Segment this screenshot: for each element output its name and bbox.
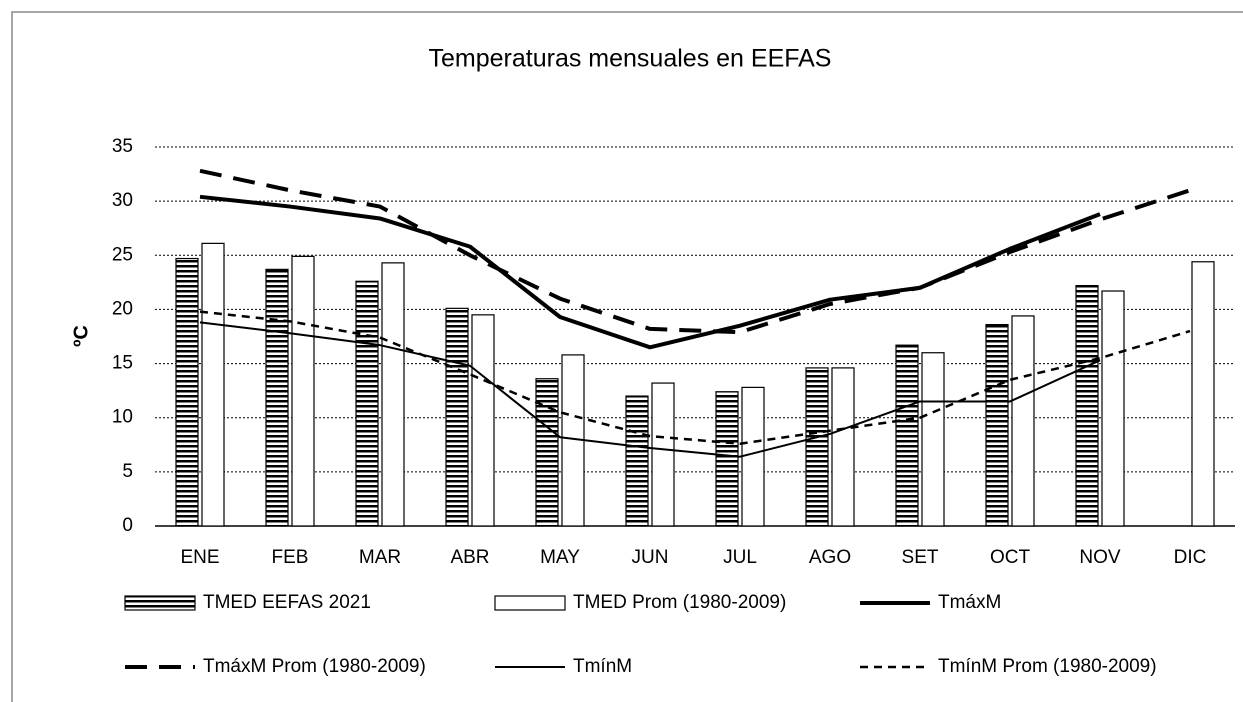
chart-title: Temperaturas mensuales en EEFAS bbox=[429, 45, 832, 73]
legend-swatch bbox=[494, 595, 566, 611]
bar bbox=[921, 352, 945, 527]
legend-label: TmínM bbox=[573, 656, 632, 677]
legend-label: TMED EEFAS 2021 bbox=[203, 592, 371, 613]
y-tick-label: 0 bbox=[122, 515, 133, 536]
bar bbox=[1101, 290, 1125, 527]
bar bbox=[715, 391, 739, 527]
legend-label: TMED Prom (1980-2009) bbox=[573, 592, 786, 613]
bar bbox=[265, 268, 289, 527]
y-tick-label: 25 bbox=[112, 244, 133, 265]
bar bbox=[625, 395, 649, 527]
bar bbox=[445, 307, 469, 527]
x-tick-label: NOV bbox=[1079, 547, 1121, 568]
legend-swatch bbox=[124, 595, 196, 611]
x-tick-label: SET bbox=[902, 547, 939, 568]
bar bbox=[741, 386, 765, 527]
x-tick-label: OCT bbox=[990, 547, 1031, 568]
legend-label: TmáxM Prom (1980-2009) bbox=[203, 656, 426, 677]
chart-frame bbox=[11, 11, 1243, 702]
y-tick-label: 30 bbox=[112, 190, 133, 211]
x-tick-label: ENE bbox=[180, 547, 219, 568]
x-tick-label: JUN bbox=[632, 547, 669, 568]
bar bbox=[831, 367, 855, 527]
bar bbox=[381, 262, 405, 527]
x-tick-label: AGO bbox=[809, 547, 851, 568]
bar bbox=[291, 255, 315, 527]
y-tick-label: 5 bbox=[122, 461, 133, 482]
line-series bbox=[199, 194, 1101, 350]
bar bbox=[805, 367, 829, 527]
y-tick-label: 15 bbox=[112, 353, 133, 374]
bar bbox=[1011, 315, 1035, 527]
legend-label: TmáxM bbox=[938, 592, 1001, 613]
bar bbox=[355, 280, 379, 527]
line-series bbox=[199, 168, 1191, 335]
y-axis-label: ºC bbox=[70, 325, 92, 347]
line-series bbox=[199, 310, 1191, 445]
bar bbox=[1191, 261, 1215, 527]
x-tick-label: JUL bbox=[723, 547, 757, 568]
bar bbox=[985, 323, 1009, 527]
x-tick-label: ABR bbox=[450, 547, 489, 568]
bar bbox=[175, 257, 199, 527]
x-tick-label: DIC bbox=[1174, 547, 1207, 568]
x-tick-label: FEB bbox=[272, 547, 309, 568]
legend-label: TmínM Prom (1980-2009) bbox=[938, 656, 1157, 677]
bar bbox=[535, 378, 559, 527]
x-tick-label: MAY bbox=[540, 547, 580, 568]
bar bbox=[201, 242, 225, 527]
bar bbox=[471, 314, 495, 527]
bar bbox=[895, 344, 919, 527]
x-tick-label: MAR bbox=[359, 547, 401, 568]
bar bbox=[651, 382, 675, 527]
y-tick-label: 20 bbox=[112, 298, 133, 319]
bar bbox=[1075, 285, 1099, 527]
y-tick-label: 10 bbox=[112, 407, 133, 428]
line-series bbox=[199, 321, 1101, 458]
y-tick-label: 35 bbox=[112, 136, 133, 157]
